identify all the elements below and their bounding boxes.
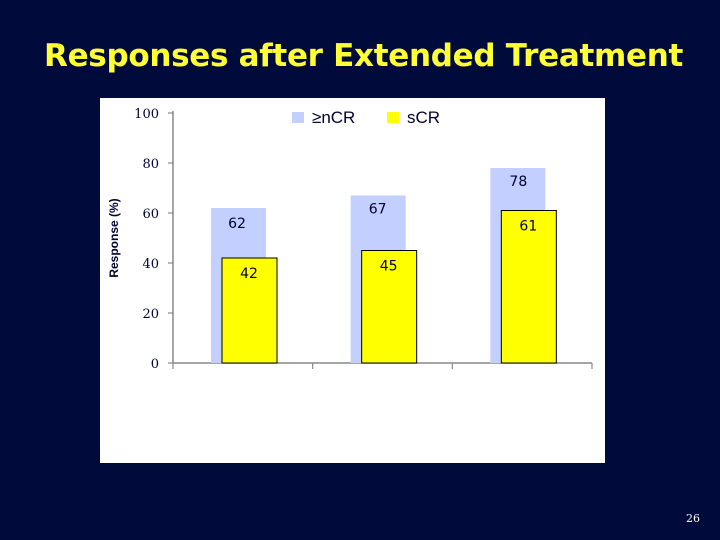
y-tick-label: 100 (134, 107, 159, 122)
slide-number: 26 (686, 512, 700, 525)
bar-scr-2 (361, 250, 418, 364)
category-range: (range 8–25) (482, 434, 562, 450)
category-label: Overall (216, 379, 270, 396)
data-label-scr: 61 (519, 219, 537, 235)
legend-swatch-ncr (292, 112, 304, 123)
category-n: n=53 (227, 398, 259, 414)
data-label-ncr: 62 (228, 216, 246, 232)
y-tick-label: 20 (142, 307, 159, 322)
bar-chart: Response (%) 0 20 40 60 80 100 62 42 Overall n=53 M… (107, 107, 593, 450)
data-label-scr: 45 (380, 259, 398, 275)
bar-scr-3 (500, 210, 557, 364)
y-tick-label: 0 (151, 357, 159, 372)
y-tick-label: 60 (142, 207, 159, 222)
data-label-ncr: 67 (369, 202, 387, 218)
y-axis-label: Response (%) (107, 198, 121, 277)
category-label: 8+ Cycles (485, 379, 559, 396)
category-median: Median 13 cycles (328, 416, 436, 432)
legend-label-ncr: ≥nCR (312, 108, 355, 127)
category-n: n=49 (367, 398, 399, 414)
bar-scr-1 (221, 257, 278, 364)
slide-title: Responses after Extended Treatment (44, 38, 684, 74)
category-range: (range 4–25) (342, 434, 422, 450)
category-median: Median 12 cycles (189, 416, 297, 432)
y-tick-label: 40 (142, 257, 159, 272)
category-median: Median 16 cycles (468, 416, 576, 432)
y-tick-label: 80 (142, 157, 159, 172)
legend-label-scr: sCR (407, 108, 440, 127)
legend-swatch-scr (387, 112, 399, 123)
category-n: n=36 (506, 398, 538, 414)
chart-panel: Response (%) 0 20 40 60 80 100 62 42 Overall n=53 M… (100, 98, 605, 463)
data-label-scr: 42 (240, 266, 258, 282)
category-range: (range 1–25) (203, 434, 283, 450)
category-label: 4+ Cycles (345, 379, 419, 396)
data-label-ncr: 78 (509, 174, 527, 190)
